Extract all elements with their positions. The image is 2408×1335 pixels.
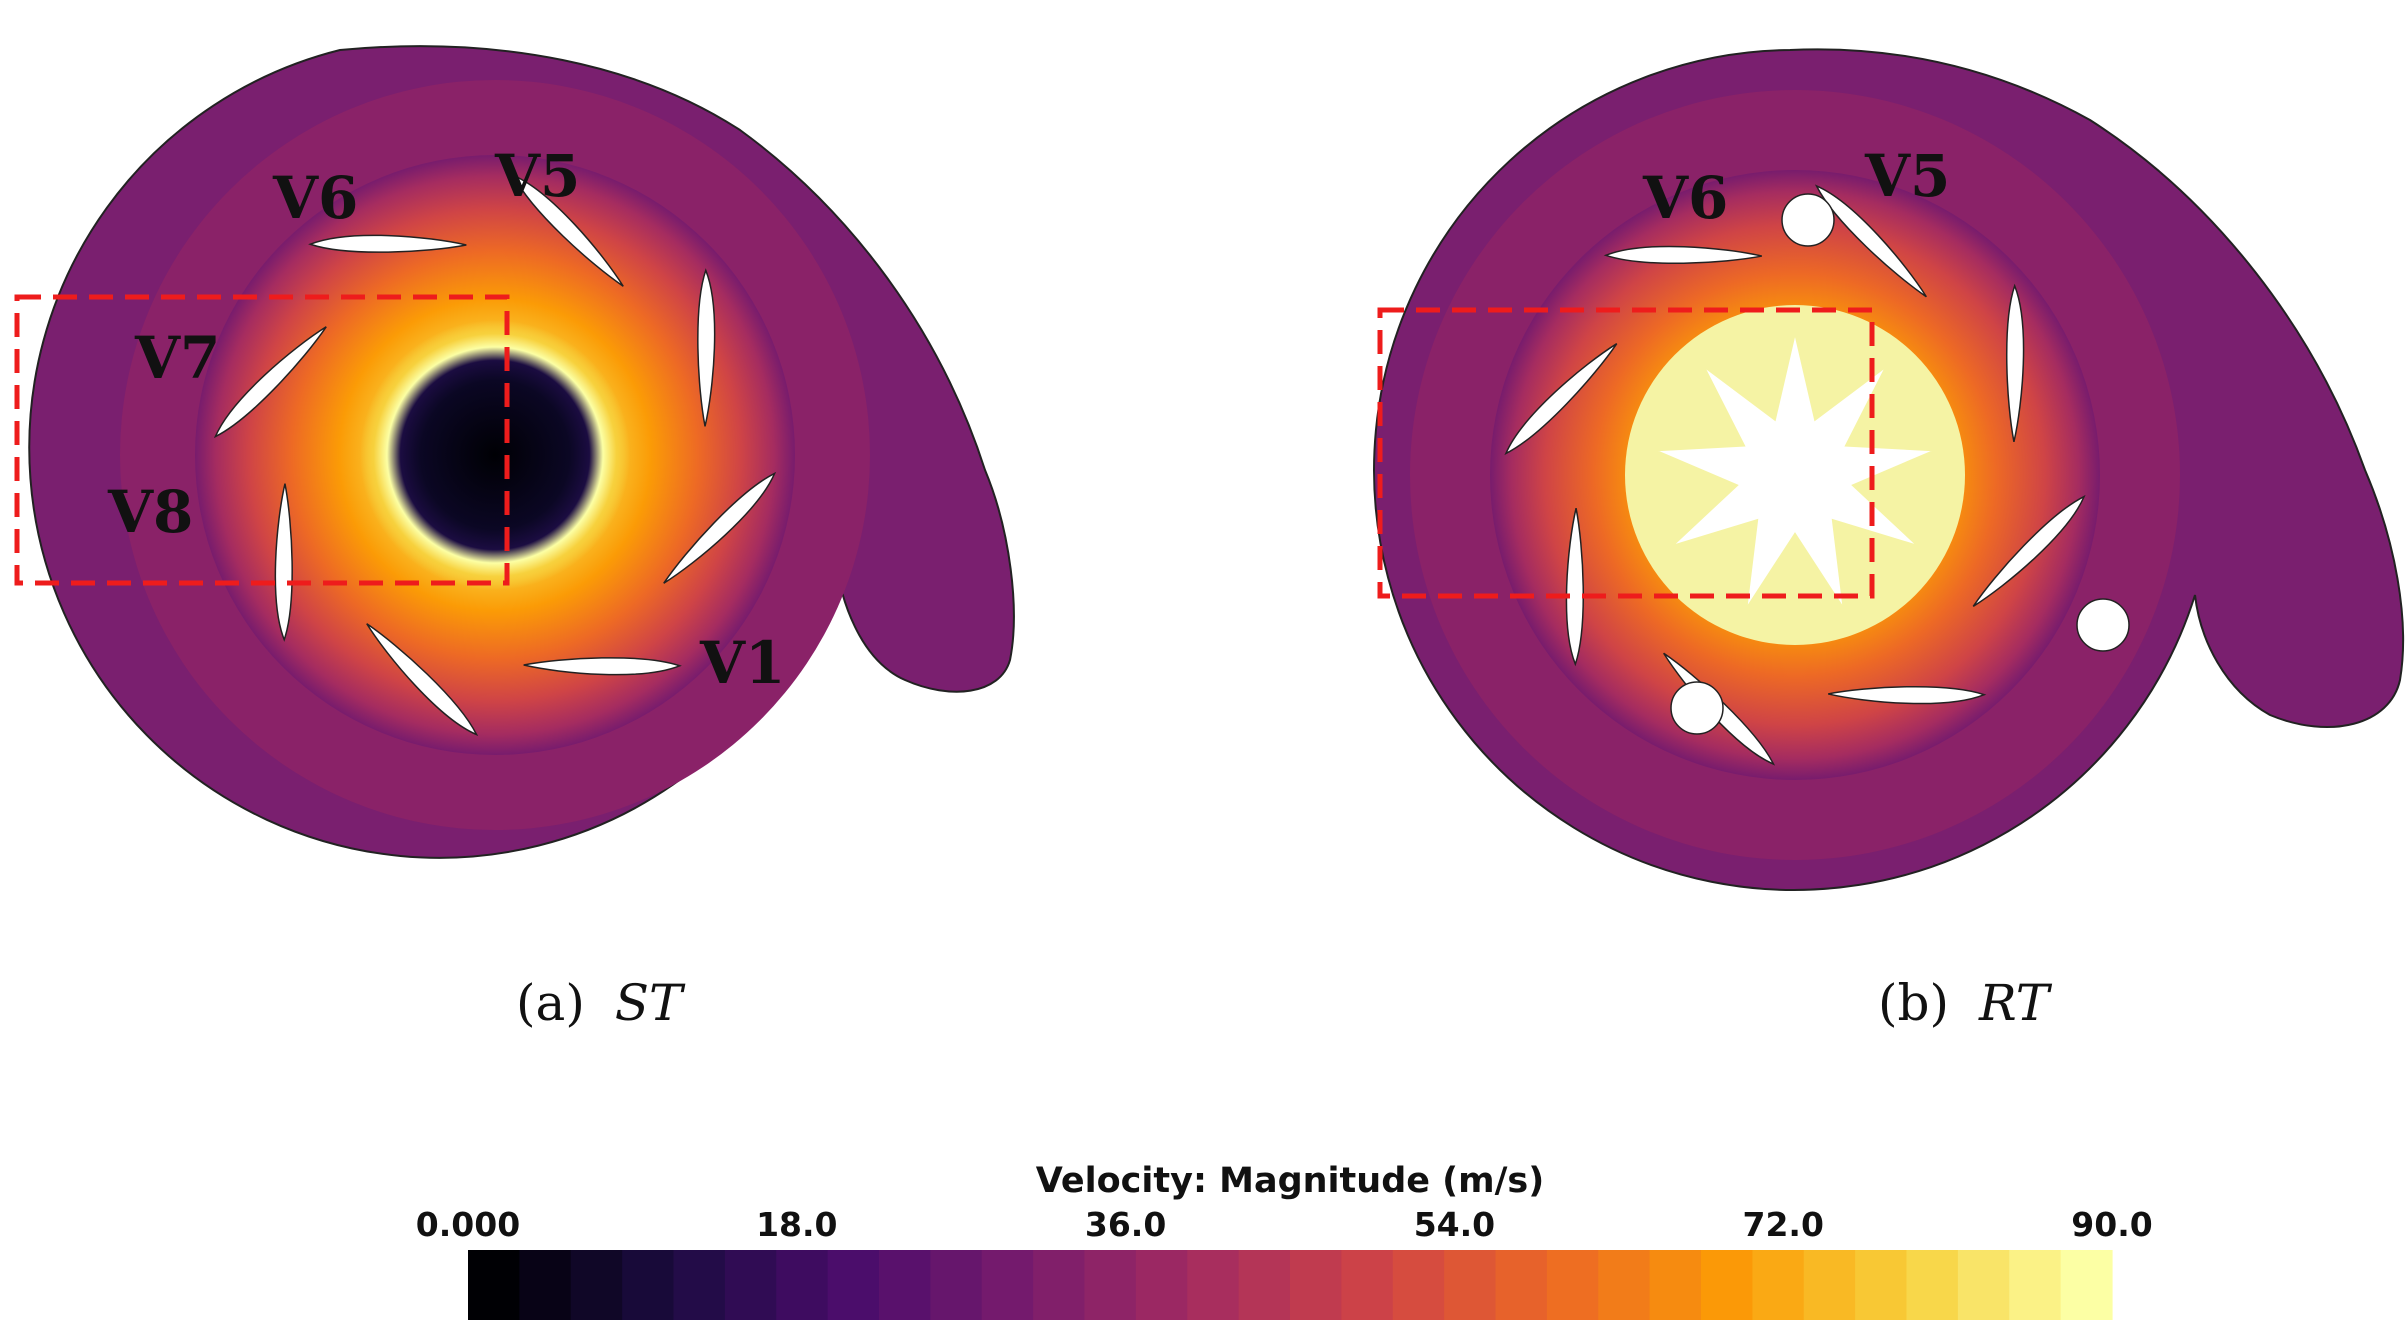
caption-a-name: ST: [615, 974, 686, 1032]
vane-label-v7-st: V7: [134, 324, 220, 392]
caption-b-prefix: (b): [1878, 974, 1949, 1032]
guide-vane-rt-4: [1828, 685, 1987, 705]
colorbar-tick-label: 18.0: [756, 1205, 837, 1244]
colorbar-band: [1033, 1250, 1086, 1320]
colorbar-tick-label: 0.000: [416, 1205, 520, 1244]
colorbar-band: [1392, 1250, 1445, 1320]
guide-vane-st-4: [523, 657, 682, 676]
vane-label-v5-st: V5: [494, 142, 580, 210]
colorbar: Velocity: Magnitude (m/s) 0.000 18.0 36.0 5…: [416, 1161, 2153, 1320]
colorbar-band: [724, 1250, 777, 1320]
caption-a-prefix: (a): [516, 974, 585, 1032]
colorbar-band: [981, 1250, 1034, 1320]
colorbar-band: [468, 1250, 520, 1320]
colorbar-band: [1084, 1250, 1137, 1320]
guide-vane-rt-3: [1972, 494, 2086, 607]
colorbar-tick-label: 36.0: [1085, 1205, 1166, 1244]
colorbar-band: [1906, 1250, 1959, 1320]
colorbar-band: [2060, 1250, 2113, 1320]
colorbar-band: [827, 1250, 880, 1320]
colorbar-band: [1341, 1250, 1394, 1320]
panel-st: V5 V6 V7 V8 V1: [14, 45, 1015, 859]
caption-b: (b) RT: [1878, 974, 2053, 1032]
colorbar-bands: [468, 1250, 2113, 1320]
roi-box-rt: [1377, 307, 1875, 599]
vane-label-v1-st: V1: [699, 629, 785, 697]
vane-label-v5-rt: V5: [1864, 142, 1950, 210]
guide-vane-st-3: [663, 471, 777, 584]
vane-label-v6-st: V6: [272, 164, 358, 232]
colorbar-band: [622, 1250, 675, 1320]
guide-vane-rt-2: [2005, 283, 2025, 442]
colorbar-band: [1598, 1250, 1651, 1320]
colorbar-band: [1855, 1250, 1908, 1320]
rotor-blades-rt: [1656, 334, 1934, 607]
colorbar-band: [1495, 1250, 1548, 1320]
hub-vortex-st: [360, 320, 630, 590]
colorbar-band: [1752, 1250, 1805, 1320]
guide-vane-rt-6: [1565, 508, 1585, 667]
colorbar-ticks: 0.000 18.0 36.0 54.0 72.0 90.0: [416, 1205, 2153, 1244]
cylinder-right-rt: [2076, 598, 2130, 652]
guide-vane-st-1: [511, 173, 624, 287]
caption-b-name: RT: [1978, 974, 2053, 1032]
colorbar-band: [1290, 1250, 1342, 1320]
guide-vane-rt-1: [1814, 184, 1927, 298]
colorbar-band: [1649, 1250, 1702, 1320]
panel-rt: V5 V6: [1373, 48, 2405, 891]
guide-vane-st-8: [308, 234, 467, 253]
guide-vane-rt-8: [1603, 245, 1762, 265]
vane-label-v8-st: V8: [107, 478, 193, 546]
vane-label-v6-rt: V6: [1642, 164, 1728, 232]
colorbar-band: [519, 1250, 572, 1320]
caption-a: (a) ST: [516, 974, 686, 1032]
colorbar-band: [776, 1250, 829, 1320]
colorbar-band: [1957, 1250, 2010, 1320]
colorbar-title: Velocity: Magnitude (m/s): [1036, 1161, 1545, 1201]
colorbar-tick-label: 72.0: [1742, 1205, 1823, 1244]
colorbar-band: [1701, 1250, 1753, 1320]
colorbar-band: [1135, 1250, 1188, 1320]
guide-vane-st-2: [697, 268, 716, 427]
colorbar-band: [1546, 1250, 1599, 1320]
guide-vane-rt-7: [1504, 343, 1618, 456]
guide-vane-st-7: [213, 326, 327, 439]
guide-vane-st-6: [274, 483, 293, 642]
colorbar-band: [1238, 1250, 1291, 1320]
roi-box-st: [14, 294, 510, 586]
colorbar-band: [673, 1250, 726, 1320]
colorbar-tick-label: 54.0: [1414, 1205, 1495, 1244]
colorbar-band: [2009, 1250, 2062, 1320]
colorbar-band: [930, 1250, 983, 1320]
colorbar-band: [1187, 1250, 1240, 1320]
colorbar-band: [1803, 1250, 1856, 1320]
cylinder-top-rt: [1781, 193, 1835, 247]
colorbar-band: [1444, 1250, 1497, 1320]
guide-vane-st-5: [366, 623, 479, 737]
cylinder-bottom-rt: [1670, 681, 1724, 735]
guide-vanes-st: [213, 173, 777, 737]
colorbar-tick-label: 90.0: [2071, 1205, 2152, 1244]
colorbar-band: [879, 1250, 931, 1320]
colorbar-band: [570, 1250, 623, 1320]
